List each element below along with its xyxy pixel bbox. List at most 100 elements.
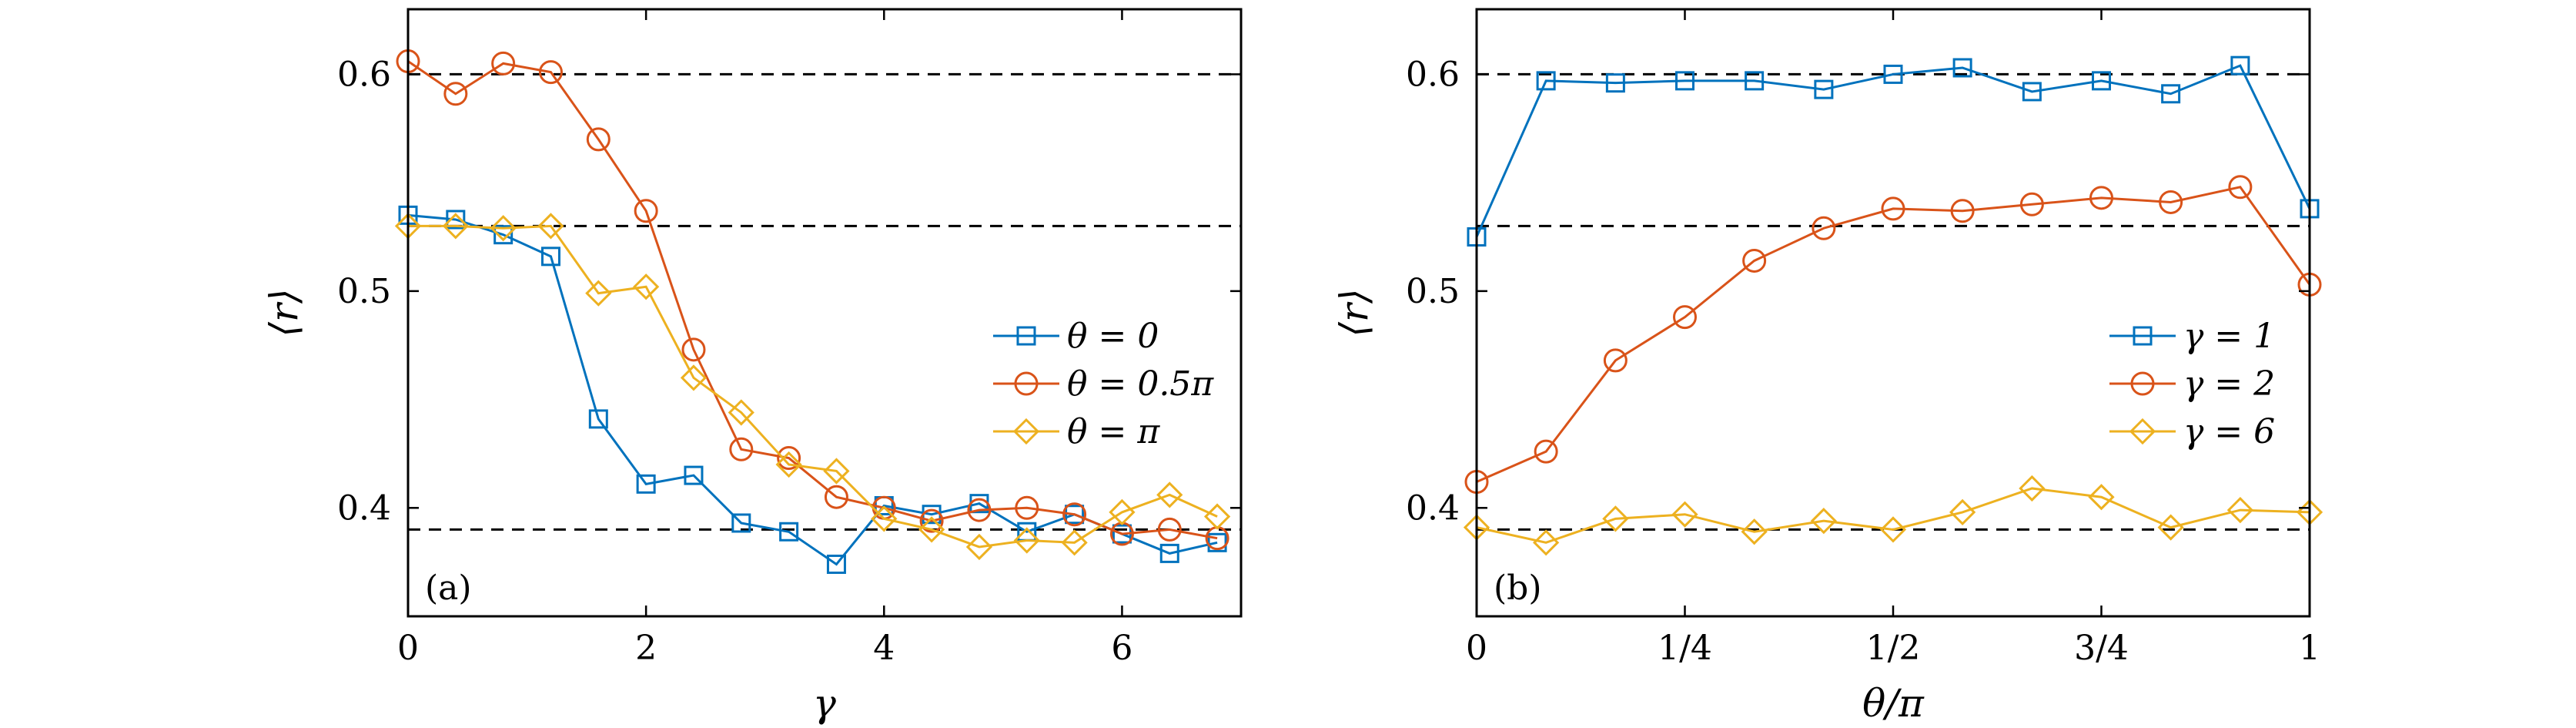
data-point-s0-9 — [2092, 71, 2111, 91]
data-point-s0-7 — [731, 513, 751, 533]
series-line-2 — [1476, 487, 2310, 544]
data-point-s2-3 — [537, 213, 564, 240]
data-point-s0-17 — [1207, 532, 1227, 552]
series-line-0 — [1475, 64, 2311, 238]
data-point-s2-4 — [585, 280, 612, 307]
data-point-s2-2 — [490, 215, 517, 242]
y-tick-label: 0.4 — [1406, 488, 1460, 528]
data-point-s2-7 — [728, 399, 754, 426]
data-point-s1-8 — [2019, 192, 2044, 216]
plot-frame — [406, 8, 1243, 618]
data-point-s0-5 — [1814, 79, 1834, 99]
legend-label-1: θ = 0.5π — [1067, 364, 1214, 404]
data-point-s0-8 — [779, 522, 799, 542]
data-point-s0-1 — [446, 210, 466, 230]
data-point-s1-1 — [443, 82, 468, 106]
legend-marker-2 — [2129, 418, 2156, 445]
data-point-s2-9 — [823, 458, 850, 485]
data-point-s0-3 — [1675, 71, 1694, 91]
data-point-s2-17 — [1203, 503, 1231, 530]
data-point-s2-1 — [442, 213, 469, 240]
data-point-s2-10 — [871, 505, 898, 532]
data-point-s1-7 — [1950, 199, 1975, 223]
data-point-s2-11 — [2226, 496, 2253, 524]
data-point-s2-16 — [1156, 481, 1183, 508]
panel-a-chart: 0 2 4 6 0.4 0.5 0.6 γ ⟨r⟩ (a) θ = 0 θ = 0.5π θ = π — [262, 8, 1243, 726]
y-tick-label: 0.5 — [1406, 272, 1460, 311]
data-point-s2-10 — [2157, 514, 2184, 541]
data-point-s2-11 — [918, 516, 945, 543]
data-point-s1-6 — [681, 337, 706, 362]
data-point-s2-15 — [1109, 498, 1136, 526]
panel-label: (b) — [1494, 569, 1542, 608]
data-point-s1-3 — [1673, 305, 1697, 330]
data-point-s0-11 — [2230, 55, 2250, 75]
y-tick-label: 0.4 — [337, 488, 391, 528]
x-tick-label: 3/4 — [2074, 629, 2129, 668]
data-point-s1-6 — [1881, 196, 1905, 221]
data-point-s1-9 — [824, 485, 848, 509]
data-point-s0-9 — [826, 554, 846, 574]
legend-label-2: θ = π — [1067, 412, 1160, 451]
x-tick-label: 4 — [873, 629, 895, 668]
data-point-s0-8 — [2022, 82, 2042, 102]
data-point-s0-5 — [636, 474, 656, 494]
x-tick-label: 1/2 — [1866, 629, 1921, 668]
data-point-s0-10 — [2161, 84, 2181, 104]
x-tick-label: 0 — [397, 629, 419, 668]
data-point-s0-16 — [1159, 543, 1179, 563]
data-point-s1-1 — [1534, 439, 1558, 464]
legend-marker-1 — [2130, 371, 2155, 396]
data-point-s0-6 — [684, 465, 704, 485]
x-tick-label: 1/4 — [1658, 629, 1712, 668]
x-tick-label: 2 — [635, 629, 657, 668]
data-point-s1-5 — [1812, 216, 1836, 240]
data-point-s2-2 — [1602, 505, 1629, 532]
y-tick-label: 0.6 — [337, 55, 391, 94]
data-point-s2-6 — [680, 364, 708, 391]
data-point-s1-13 — [1015, 495, 1039, 520]
data-point-s1-5 — [634, 199, 658, 223]
legend: θ = 0 θ = 0.5π θ = π — [993, 317, 1214, 451]
data-point-s2-4 — [1741, 518, 1768, 545]
legend-label-0: γ = 1 — [2183, 317, 2275, 356]
series-line-1 — [407, 60, 1218, 540]
y-tick-label: 0.6 — [1406, 55, 1460, 94]
legend-label-0: θ = 0 — [1067, 317, 1159, 356]
data-point-s2-9 — [2088, 484, 2115, 511]
data-point-s2-8 — [775, 451, 802, 478]
data-point-s2-6 — [1879, 516, 1907, 543]
data-point-s1-4 — [1742, 248, 1767, 273]
data-point-s2-12 — [965, 533, 993, 561]
legend-label-2: γ = 6 — [2183, 412, 2275, 451]
legend: γ = 1 γ = 2 γ = 6 — [2109, 317, 2275, 451]
data-point-s1-11 — [2228, 175, 2253, 200]
data-point-s0-2 — [493, 225, 514, 245]
data-point-s2-8 — [2019, 475, 2046, 502]
data-point-s2-13 — [1013, 527, 1040, 554]
data-point-s1-4 — [586, 127, 611, 152]
data-point-s0-1 — [1536, 71, 1556, 91]
data-point-s2-5 — [1810, 508, 1837, 535]
plot-frame — [1475, 8, 2311, 618]
data-point-s1-16 — [1157, 517, 1182, 542]
data-point-s1-2 — [1603, 348, 1628, 373]
legend-marker-1 — [1014, 371, 1039, 396]
data-point-s1-2 — [491, 51, 516, 75]
data-point-s1-7 — [729, 437, 754, 461]
y-axis-title: ⟨r⟩ — [262, 289, 306, 337]
x-tick-label: 1 — [2299, 629, 2320, 668]
data-point-s0-7 — [1952, 58, 1972, 78]
panel-label: (a) — [425, 569, 472, 608]
panel-b-chart: 0 1/4 1/2 3/4 10.40.50.6θ/π⟨r⟩(b)γ = 1γ = 2γ… — [1332, 8, 2323, 726]
x-axis-title: γ — [813, 681, 836, 726]
data-point-s0-6 — [1883, 64, 1903, 84]
legend-marker-0 — [1016, 326, 1036, 346]
data-point-s2-14 — [1061, 529, 1088, 556]
y-axis-title: ⟨r⟩ — [1332, 289, 1377, 337]
data-point-s1-9 — [2089, 186, 2113, 210]
data-point-s0-3 — [540, 247, 560, 267]
data-point-s1-14 — [1062, 502, 1087, 527]
data-point-s1-10 — [2159, 190, 2183, 214]
